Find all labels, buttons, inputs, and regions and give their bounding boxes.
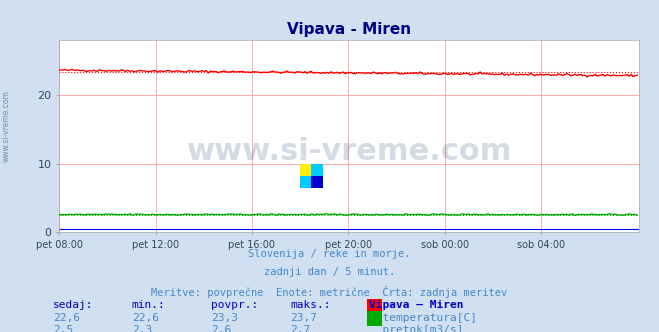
Text: 2,7: 2,7 — [290, 325, 310, 332]
Text: 2,5: 2,5 — [53, 325, 73, 332]
Text: 23,3: 23,3 — [211, 313, 238, 323]
Text: sedaj:: sedaj: — [53, 300, 93, 310]
Text: zadnji dan / 5 minut.: zadnji dan / 5 minut. — [264, 267, 395, 277]
Text: 23,7: 23,7 — [290, 313, 317, 323]
Text: Slovenija / reke in morje.: Slovenija / reke in morje. — [248, 249, 411, 259]
Text: povpr.:: povpr.: — [211, 300, 258, 310]
Text: maks.:: maks.: — [290, 300, 330, 310]
Title: Vipava - Miren: Vipava - Miren — [287, 22, 411, 37]
Bar — [312, 164, 323, 176]
Text: www.si-vreme.com: www.si-vreme.com — [2, 90, 11, 162]
Text: min.:: min.: — [132, 300, 165, 310]
Text: www.si-vreme.com: www.si-vreme.com — [186, 137, 512, 166]
Text: 2,6: 2,6 — [211, 325, 231, 332]
Text: temperatura[C]: temperatura[C] — [369, 313, 477, 323]
Bar — [300, 164, 312, 176]
Text: Meritve: povprečne  Enote: metrične  Črta: zadnja meritev: Meritve: povprečne Enote: metrične Črta:… — [152, 286, 507, 297]
Text: 2,3: 2,3 — [132, 325, 152, 332]
Text: Vipava – Miren: Vipava – Miren — [369, 300, 463, 310]
Bar — [312, 176, 323, 188]
Text: pretok[m3/s]: pretok[m3/s] — [369, 325, 463, 332]
Text: 22,6: 22,6 — [53, 313, 80, 323]
Text: 22,6: 22,6 — [132, 313, 159, 323]
Bar — [300, 176, 312, 188]
